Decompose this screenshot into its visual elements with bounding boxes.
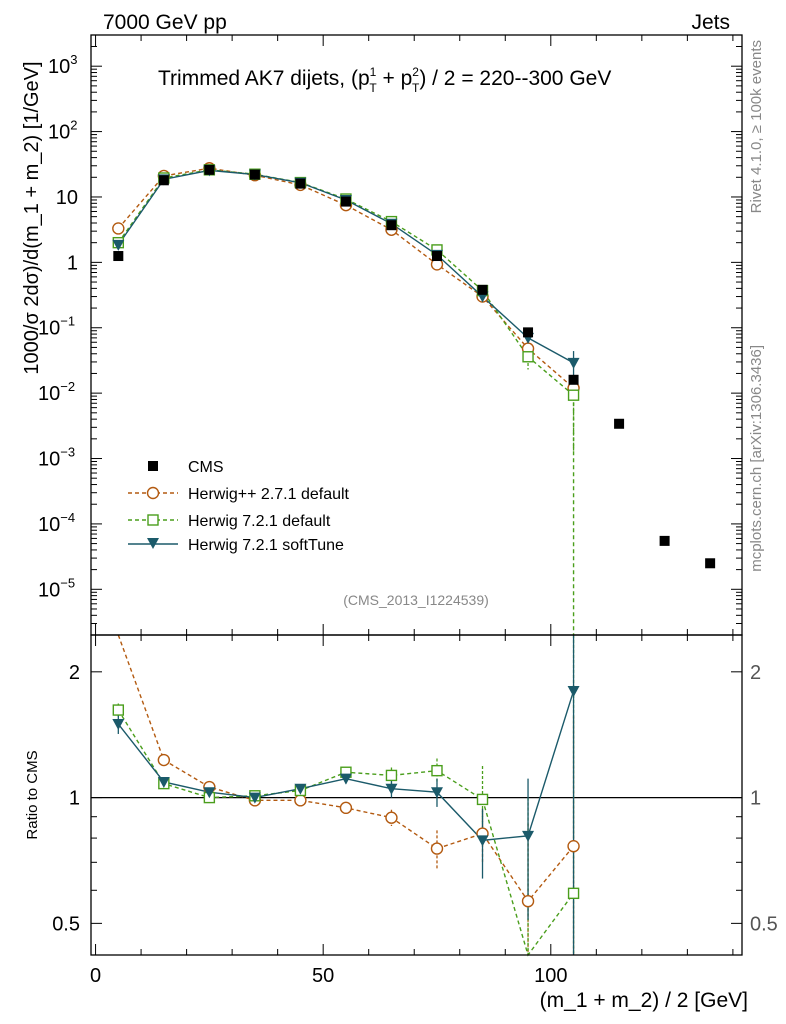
ratio-point-herwigpp [294, 794, 307, 807]
legend-marker-herwig-softtune [147, 538, 159, 549]
legend: CMS Herwig++ 2.7.1 default Herwig 7.2.1 … [128, 459, 350, 554]
x-tick-label: 100 [534, 965, 567, 987]
ratio-point-herwig-softtune [385, 783, 398, 795]
x-axis-label: (m_1 + m_2) / 2 [GeV] [540, 989, 748, 1012]
legend-marker-herwig-default [147, 514, 159, 526]
main-point-cms [340, 196, 351, 207]
legend-entry-herwigpp: Herwig++ 2.7.1 default [128, 486, 350, 503]
legend-marker-herwigpp [146, 486, 160, 500]
main-y-tick-label: 10−1 [38, 314, 75, 340]
ratio-point-herwig-softtune [522, 830, 535, 842]
legend-entry-herwig-default: Herwig 7.2.1 default [128, 513, 331, 530]
ratio-point-herwig-softtune [248, 792, 261, 804]
main-point-cms [705, 558, 716, 569]
main-y-tick-label: 1 [67, 252, 78, 274]
ratio-y-axis-label: Ratio to CMS [24, 750, 41, 839]
ratio-point-herwig-default [385, 769, 398, 782]
legend-entry-cms: CMS [148, 459, 224, 476]
main-point-cms [204, 164, 215, 175]
main-point-herwig-softtune [112, 239, 125, 251]
main-point-cms [158, 175, 169, 186]
ratio-point-herwig-softtune [157, 776, 170, 788]
main-point-cms [113, 251, 124, 262]
main-point-cms [523, 327, 534, 338]
ratio-point-herwigpp [385, 811, 398, 824]
ratio-point-herwigpp [157, 753, 171, 767]
main-point-herwig-softtune [567, 357, 580, 369]
chart-title: Trimmed AK7 dijets, (p1 T + p2 T) / 2 = 22… [158, 65, 611, 95]
ratio-y-tick-label: 1 [69, 788, 80, 810]
legend-label-cms: CMS [188, 459, 224, 476]
ratio-point-herwig-default [431, 764, 443, 777]
ratio-point-herwig-softtune [112, 719, 125, 731]
main-point-cms [431, 251, 442, 262]
main-y-tick-label: 10 [56, 187, 78, 209]
ratio-point-herwig-softtune [294, 783, 307, 795]
ratio-line-herwig-default [117, 709, 575, 957]
main-line-herwig-default [117, 169, 575, 396]
main-y-tick-label: 103 [48, 52, 77, 78]
legend-marker-cms [148, 461, 158, 471]
ratio-point-herwig-softtune [430, 787, 443, 799]
ratio-y-tick-label-right: 1 [750, 788, 761, 810]
analysis-id: (CMS_2013_I1224539) [343, 592, 489, 608]
ratio-point-herwig-default [567, 887, 580, 900]
legend-label-herwig-softtune: Herwig 7.2.1 softTune [188, 537, 344, 554]
ratio-point-herwigpp [567, 839, 580, 853]
main-point-cms [386, 220, 397, 231]
legend-label-herwigpp: Herwig++ 2.7.1 default [188, 486, 350, 503]
x-tick-label: 50 [312, 965, 334, 987]
legend-entry-herwig-softtune: Herwig 7.2.1 softTune [128, 537, 344, 554]
rivet-version-label: Rivet 4.1.0, ≥ 100k events [748, 40, 765, 213]
ratio-panel-frame [90, 634, 743, 956]
main-y-tick-label: 102 [48, 118, 77, 144]
main-point-cms [614, 418, 625, 429]
header-left: 7000 GeV pp [103, 11, 227, 34]
ratio-y-tick-label: 2 [69, 662, 80, 684]
ratio-point-herwigpp [430, 842, 444, 855]
x-tick-label: 0 [90, 965, 101, 987]
main-y-tick-label: 10−4 [38, 510, 75, 536]
ratio-point-herwig-softtune [567, 685, 580, 697]
main-point-herwig-default [522, 351, 534, 363]
main-point-cms [295, 178, 306, 189]
mcplots-reference-label: mcplots.cern.ch [arXiv:1306.3436] [748, 345, 765, 572]
ratio-line-herwig-softtune [117, 690, 575, 842]
ratio-point-herwigpp [339, 801, 353, 815]
main-y-tick-label: 10−3 [38, 445, 75, 471]
ratio-y-tick-label-right: 0.5 [750, 913, 778, 935]
ratio-point-herwig-softtune [203, 787, 216, 799]
main-y-tick-label: 10−2 [38, 379, 75, 405]
main-point-cms [249, 169, 260, 180]
main-line-herwigpp [117, 167, 575, 389]
legend-label-herwig-default: Herwig 7.2.1 default [188, 513, 331, 530]
header-right: Jets [691, 11, 730, 34]
main-point-herwig-default [567, 389, 580, 401]
main-point-cms [659, 535, 670, 546]
main-point-herwigpp [112, 222, 125, 235]
ratio-point-herwigpp [521, 894, 535, 908]
main-y-tick-label: 10−5 [38, 575, 75, 601]
ratio-y-tick-label-right: 2 [750, 662, 761, 684]
ratio-point-herwig-softtune [339, 773, 352, 785]
main-point-cms [568, 374, 579, 385]
main-point-cms [477, 284, 488, 295]
ratio-point-herwig-default [112, 704, 125, 716]
ratio-y-tick-label: 0.5 [52, 913, 80, 935]
ratio-point-herwig-default [476, 793, 489, 806]
ratio-point-herwig-softtune [476, 835, 489, 847]
main-y-axis-label: 1000/σ 2dσ)/d(m_1 + m_2) [1/GeV] [21, 61, 43, 374]
